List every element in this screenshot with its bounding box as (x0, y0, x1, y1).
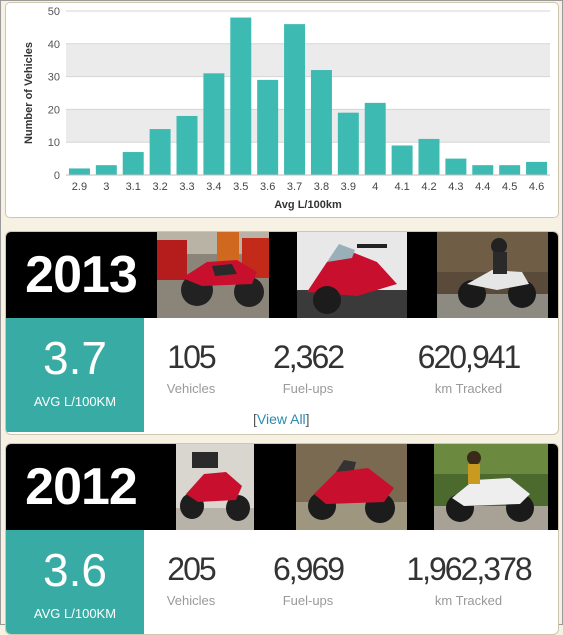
stat-km-tracked: 620,941 km Tracked (396, 338, 541, 396)
motorcycle-photo[interactable] (434, 444, 548, 530)
stat-value: 620,941 (417, 339, 522, 375)
bar (68, 168, 90, 175)
bracket-close: ] (305, 411, 310, 427)
bar (364, 102, 386, 175)
stat-vehicles: 105 Vehicles (156, 338, 226, 396)
motorcycle-photo[interactable] (157, 232, 269, 318)
x-tick-label: 4.3 (448, 181, 463, 193)
bar (284, 24, 306, 176)
stat-fuel-ups: 2,362 Fuel-ups (253, 338, 363, 396)
y-tick-label: 0 (54, 170, 60, 182)
year-label: 2012 (25, 458, 138, 516)
stat-label: Fuel-ups (282, 381, 334, 396)
motorcycle-photo[interactable] (176, 444, 254, 530)
stat-km-tracked: 1,962,378 km Tracked (396, 550, 541, 608)
stat-value: 2,362 (272, 339, 345, 375)
bar (230, 17, 252, 176)
avg-fuel-box: 3.6 AVG L/100KM (6, 530, 144, 634)
y-tick-label: 10 (48, 137, 60, 149)
y-axis-title: Number of Vehicles (23, 42, 35, 144)
x-tick-label: 4.4 (475, 181, 490, 193)
view-all-link[interactable]: View All (256, 411, 306, 427)
bar (391, 145, 413, 175)
bar (257, 79, 279, 175)
y-tick-label: 30 (48, 72, 60, 84)
stat-label: Fuel-ups (282, 593, 334, 608)
bar (445, 158, 467, 175)
bar (203, 73, 225, 175)
x-tick-label: 3.4 (206, 181, 221, 193)
stat-value: 1,962,378 (406, 551, 532, 587)
avg-fuel-box: 3.7 AVG L/100KM (6, 318, 144, 432)
motorcycle-photo[interactable] (297, 232, 407, 318)
bar (95, 165, 117, 175)
bar (472, 165, 494, 175)
year-card-2013: 2013 (5, 231, 559, 435)
histogram-chart: 0 10 20 30 40 50 2.9 3 3.1 3.2 3.3 3.4 3.5 3.6 3.7 3.8 3… (23, 6, 550, 211)
bar (499, 165, 521, 175)
bar (418, 138, 440, 175)
x-tick-label: 4.6 (529, 181, 544, 193)
x-tick-label: 3.2 (152, 181, 167, 193)
x-tick-label: 3.3 (179, 181, 194, 193)
bar (176, 115, 198, 175)
bracket-open: [ (253, 411, 257, 427)
card-header: 2013 (6, 232, 558, 318)
x-tick-label: 3 (103, 181, 109, 193)
avg-fuel-value: 3.6 (43, 544, 107, 596)
stat-value: 6,969 (272, 551, 345, 587)
x-tick-label: 3.1 (126, 181, 141, 193)
bar (149, 129, 171, 175)
bar (310, 70, 332, 175)
x-tick-label: 4 (372, 181, 378, 193)
stat-vehicles: 205 Vehicles (156, 550, 226, 608)
motorcycle-photo[interactable] (437, 232, 548, 318)
x-tick-label: 3.7 (287, 181, 302, 193)
y-tick-label: 50 (48, 6, 60, 18)
stat-label: Vehicles (166, 593, 216, 608)
x-tick-label: 3.5 (233, 181, 248, 193)
view-all: [View All] (253, 411, 310, 427)
stat-value: 105 (167, 339, 216, 375)
stat-label: Vehicles (166, 381, 216, 396)
histogram-panel: 0 10 20 30 40 50 2.9 3 3.1 3.2 3.3 3.4 3.5 3.6 3.7 3.8 3… (5, 2, 559, 218)
stat-value: 205 (167, 551, 216, 587)
card-header: 2012 (6, 444, 558, 530)
y-tick-label: 20 (48, 104, 60, 116)
x-tick-label: 4.5 (502, 181, 517, 193)
stat-label: km Tracked (434, 593, 503, 608)
x-tick-label: 4.2 (421, 181, 436, 193)
x-tick-label: 3.9 (341, 181, 356, 193)
x-tick-label: 2.9 (72, 181, 87, 193)
grid-band (66, 43, 550, 77)
year-card-2012: 2012 (5, 443, 559, 635)
x-tick-label: 3.8 (314, 181, 329, 193)
x-axis-title: Avg L/100km (274, 199, 342, 211)
bar (122, 152, 144, 175)
avg-fuel-value: 3.7 (43, 332, 107, 384)
stat-label: km Tracked (434, 381, 503, 396)
year-label: 2013 (25, 246, 138, 304)
x-tick-label: 4.1 (394, 181, 409, 193)
avg-fuel-label: AVG L/100KM (33, 394, 117, 409)
y-tick-label: 40 (48, 39, 60, 51)
stat-fuel-ups: 6,969 Fuel-ups (253, 550, 363, 608)
motorcycle-photo[interactable] (296, 444, 407, 530)
bar (337, 112, 359, 175)
avg-fuel-label: AVG L/100KM (33, 606, 117, 621)
x-tick-label: 3.6 (260, 181, 275, 193)
bar (526, 161, 548, 175)
grid-band (66, 109, 550, 143)
